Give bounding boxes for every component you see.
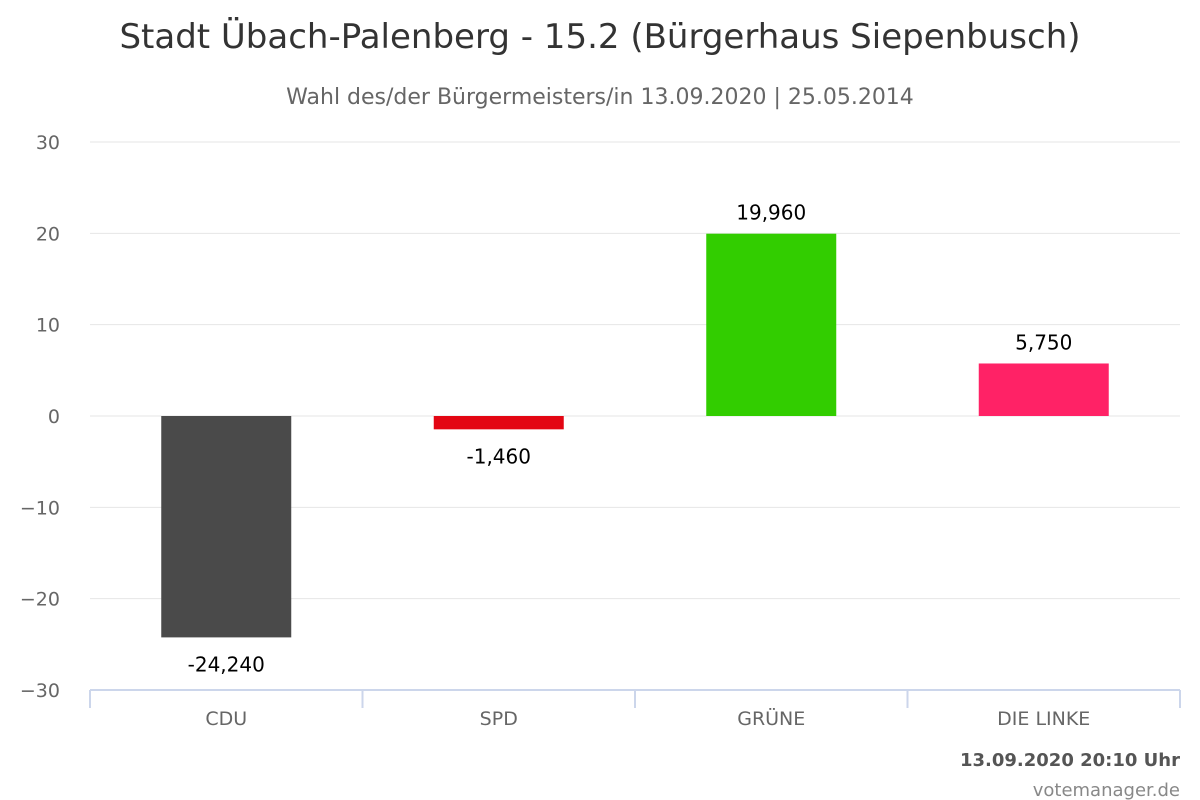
y-tick-label: −30 — [20, 680, 60, 702]
data-label: -24,240 — [188, 652, 265, 676]
y-axis-labels: 30 20 10 0 −10 −20 −30 — [20, 132, 60, 702]
data-label: 5,750 — [1015, 330, 1072, 354]
bar-grüne — [706, 233, 837, 416]
chart-subtitle: Wahl des/der Bürgermeisters/in 13.09.202… — [286, 85, 914, 110]
y-tick-label: −20 — [20, 589, 60, 611]
data-label: -1,460 — [467, 444, 531, 468]
credit-link[interactable]: votemanager.de — [1033, 780, 1180, 800]
data-labels: -24,240 -1,460 19,960 5,750 — [188, 201, 1073, 677]
y-tick-label: 30 — [36, 132, 60, 154]
x-tick-label: DIE LINKE — [997, 708, 1090, 730]
bar-cdu — [161, 416, 292, 638]
y-tick-label: 20 — [36, 223, 60, 245]
y-tick-label: −10 — [20, 497, 60, 519]
x-tick-label: GRÜNE — [737, 707, 805, 730]
chart-title: Stadt Übach-Palenberg - 15.2 (Bürgerhaus… — [119, 16, 1080, 57]
bar-spd — [433, 416, 564, 430]
x-tick-label: CDU — [205, 708, 247, 730]
data-label: 19,960 — [736, 201, 806, 225]
x-axis: CDU SPD GRÜNE DIE LINKE — [89, 689, 1181, 730]
y-tick-label: 0 — [48, 406, 60, 428]
bars — [161, 233, 1109, 638]
bar-die-linke — [978, 363, 1109, 416]
timestamp: 13.09.2020 20:10 Uhr — [960, 750, 1180, 771]
y-tick-label: 10 — [36, 315, 60, 337]
x-tick-label: SPD — [480, 708, 518, 730]
